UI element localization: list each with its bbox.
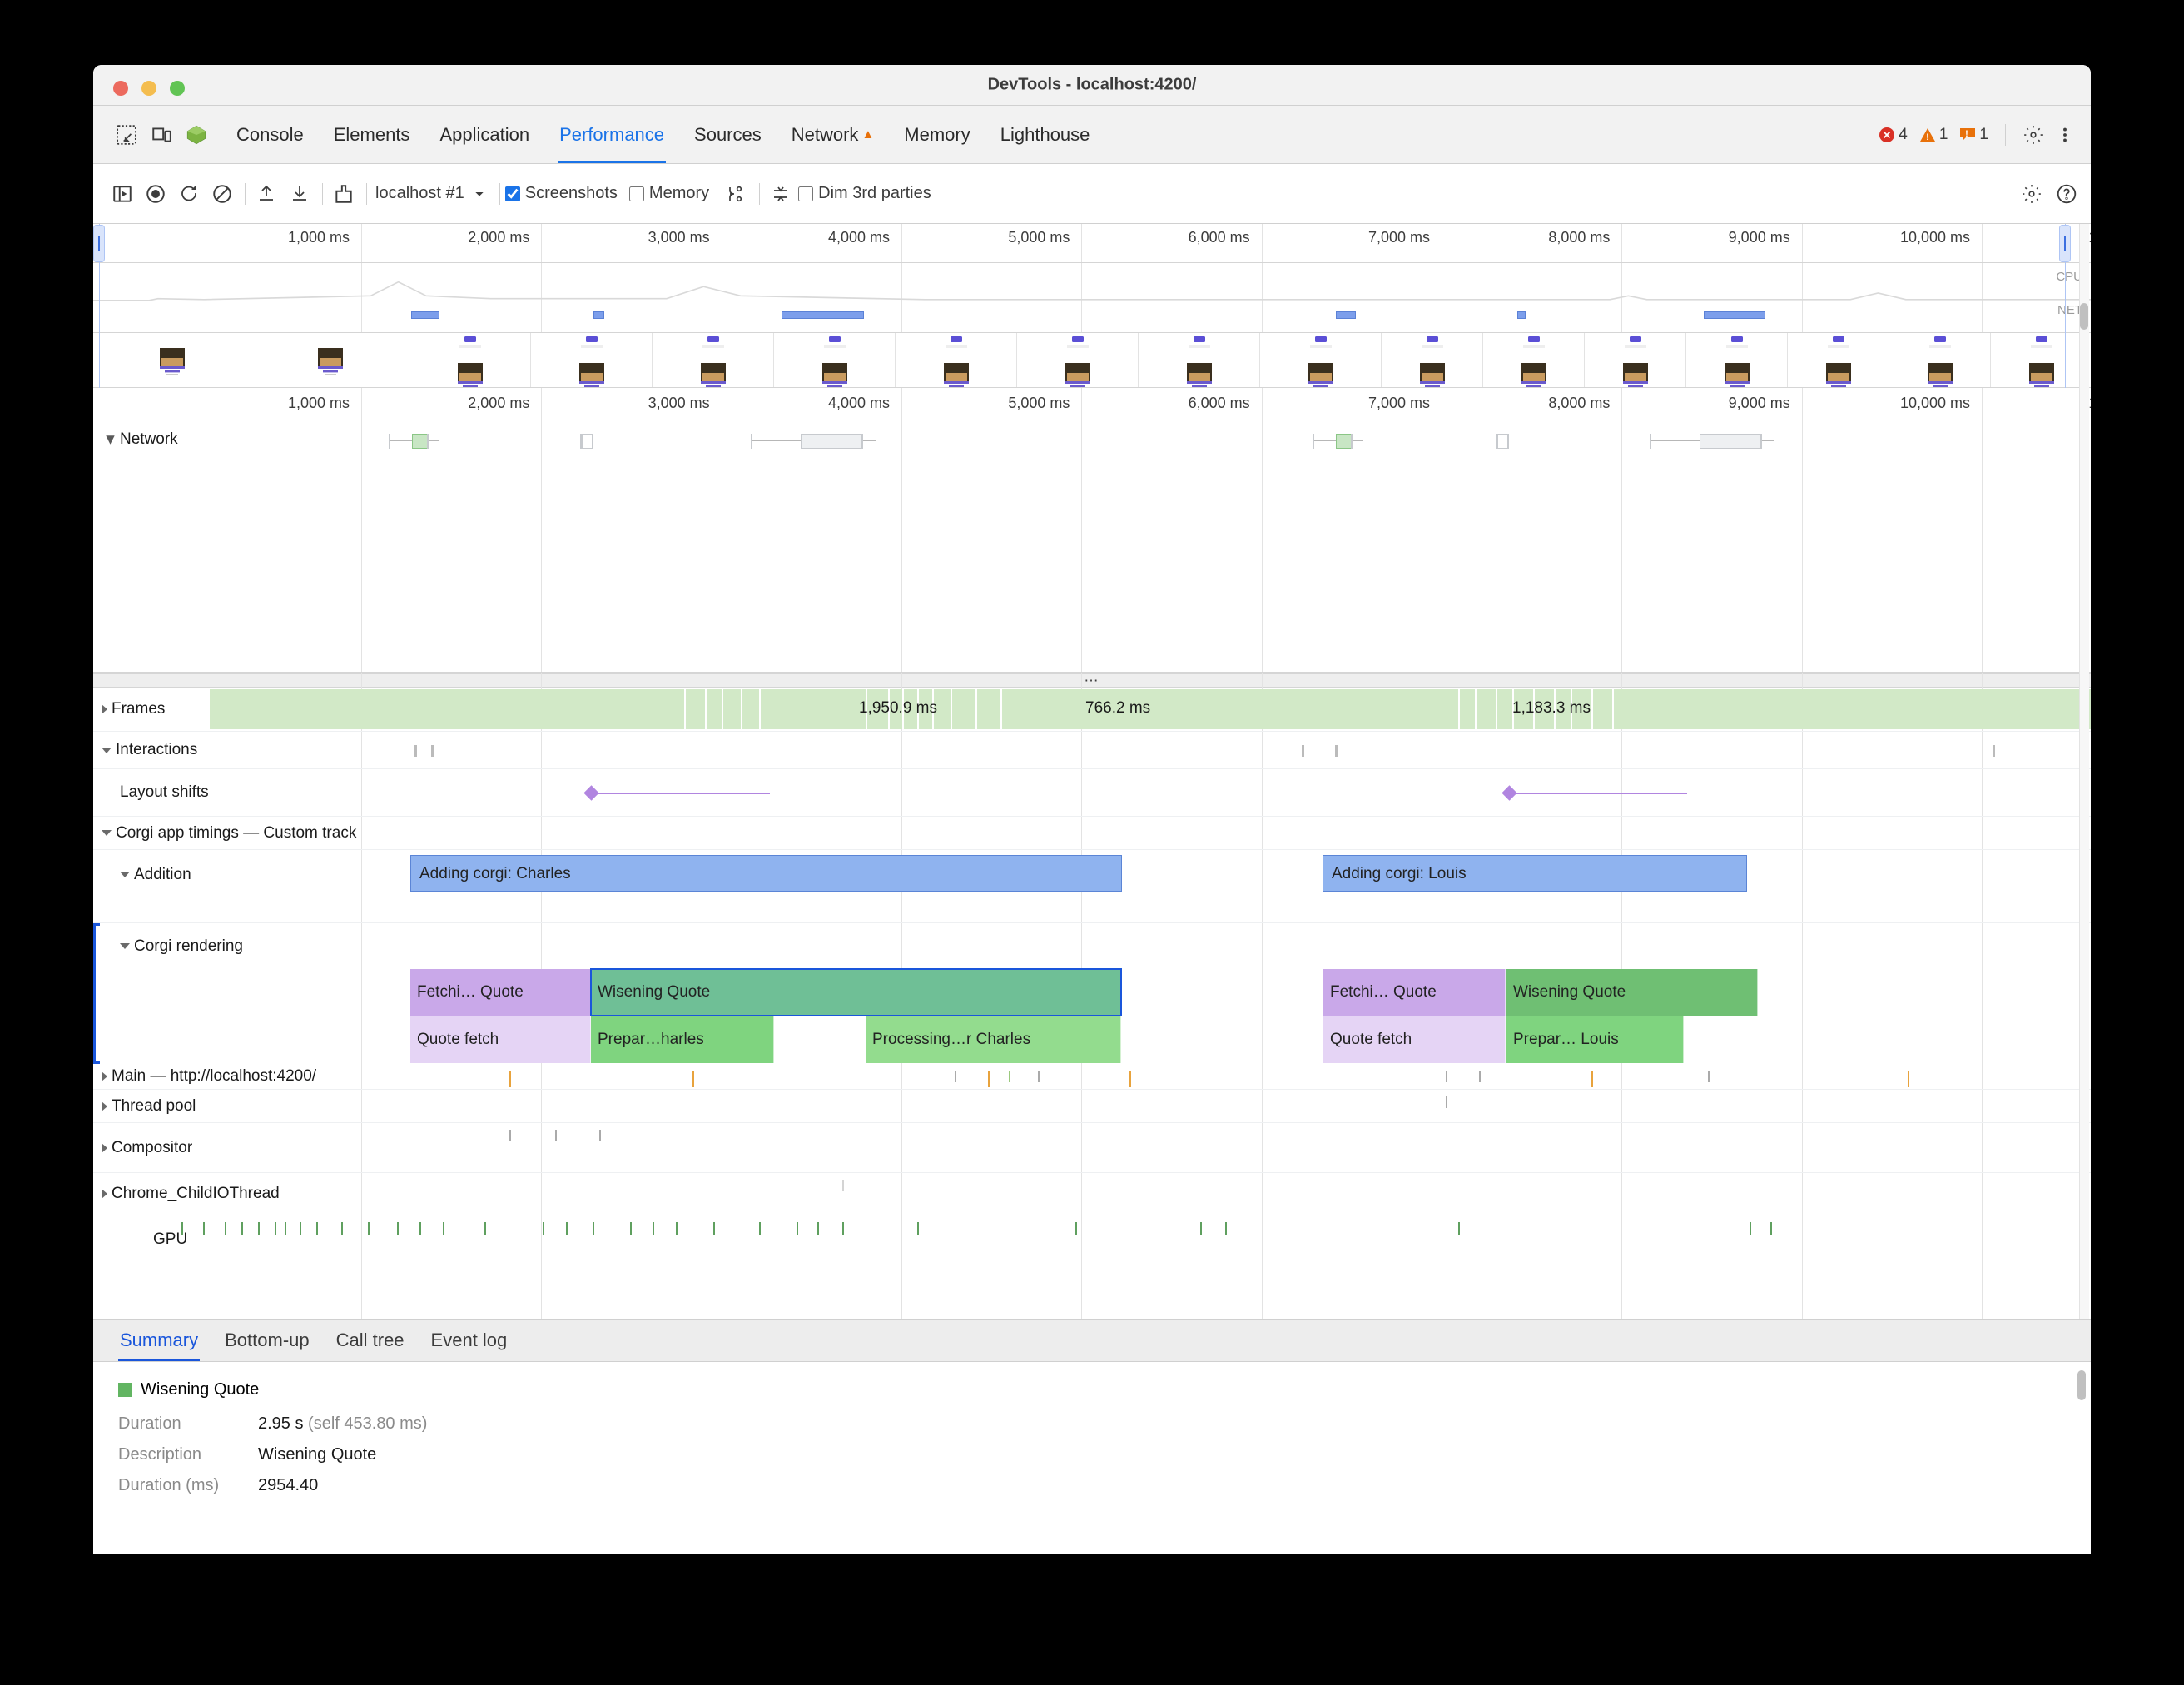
svg-text:!: ! — [1926, 132, 1929, 142]
svg-text:!: ! — [1966, 129, 1969, 139]
